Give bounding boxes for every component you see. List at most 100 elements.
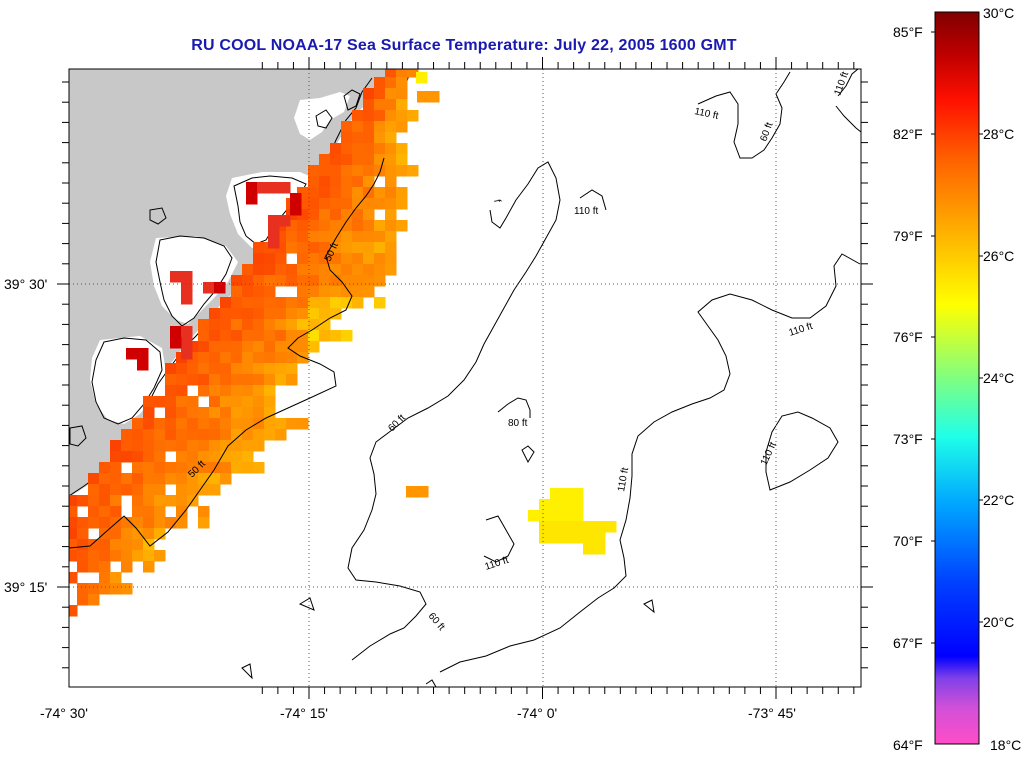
bay-outline-2 — [155, 235, 233, 327]
sst-pixel — [268, 215, 280, 227]
sst-pixel — [220, 418, 232, 430]
sst-pixel — [385, 154, 397, 166]
lon-label-74-0: -74° 0' — [517, 705, 557, 721]
sst-pixel — [275, 264, 287, 276]
sst-pixel — [187, 473, 199, 485]
sst-pixel — [99, 572, 111, 584]
sst-pixel — [231, 429, 243, 441]
sst-pixel — [330, 176, 342, 188]
colorbar-scale — [934, 11, 980, 745]
sst-pixel — [154, 495, 166, 507]
sst-pixel — [264, 418, 276, 430]
sst-pixel — [275, 352, 287, 364]
sst-pixel — [121, 583, 133, 595]
sst-pixel — [539, 499, 551, 511]
sst-pixel — [385, 143, 397, 155]
sst-pixel — [352, 209, 364, 221]
sst-pixel — [143, 407, 155, 419]
sst-pixel — [363, 253, 375, 265]
sst-pixel — [407, 69, 419, 78]
sst-pixel — [99, 550, 111, 562]
sst-pixel — [308, 209, 320, 221]
sst-pixel — [352, 253, 364, 265]
sst-pixel — [187, 484, 199, 496]
sst-pixel — [396, 198, 408, 210]
sst-pixel — [209, 352, 221, 364]
sst-pixel — [132, 539, 144, 551]
sst-pixel — [165, 517, 177, 529]
sst-pixel — [363, 198, 375, 210]
sst-pixel — [341, 275, 353, 287]
sst-pixel — [374, 88, 386, 100]
sst-pixel — [121, 550, 133, 562]
sst-pixel — [594, 532, 606, 544]
sst-pixel — [181, 293, 193, 305]
sst-pixel — [231, 363, 243, 375]
sst-pixel — [181, 326, 193, 338]
sst-pixel — [308, 187, 320, 199]
sst-pixel — [198, 473, 210, 485]
sst-pixel — [181, 271, 193, 283]
sst-pixel — [198, 506, 210, 518]
sst-pixel — [363, 264, 375, 276]
sst-pixel — [69, 572, 78, 584]
sst-pixel — [176, 396, 188, 408]
sst-pixel — [154, 484, 166, 496]
sst-pixel — [143, 462, 155, 474]
sst-pixel — [176, 462, 188, 474]
colorbar-celsius-labels: 30°C 28°C 26°C 24°C 22°C 20°C 18°C — [983, 5, 1021, 753]
colorbar-label-c: 22°C — [983, 492, 1014, 508]
sst-pixel — [198, 385, 210, 397]
sst-pixel — [290, 204, 302, 216]
sst-pixel — [253, 330, 265, 342]
sst-pixel — [209, 319, 221, 331]
sst-pixel — [242, 352, 254, 364]
sst-pixel — [246, 193, 258, 205]
sst-pixel — [363, 110, 375, 122]
sst-pixel — [341, 242, 353, 254]
sst-pixel — [69, 506, 78, 518]
sst-pixel — [99, 495, 111, 507]
sst-pixel — [308, 231, 320, 243]
sst-pixel — [286, 418, 298, 430]
sst-pixel — [550, 532, 562, 544]
sst-pixel — [231, 451, 243, 463]
lon-label-74-15: -74° 15' — [280, 705, 328, 721]
colorbar-label-f: 82°F — [893, 126, 923, 142]
sst-pixel — [209, 473, 221, 485]
sst-pixel — [407, 110, 419, 122]
sst-pixel — [374, 198, 386, 210]
sst-pixel — [385, 198, 397, 210]
contour-50ft-a — [69, 157, 385, 549]
sst-pixel — [143, 495, 155, 507]
sst-pixel — [154, 418, 166, 430]
sst-pixel — [297, 308, 309, 320]
sst-pixel — [319, 220, 331, 232]
sst-pixel — [253, 297, 265, 309]
sst-pixel — [396, 88, 408, 100]
sst-pixel — [264, 341, 276, 353]
sst-pixel — [396, 143, 408, 155]
sst-pixel — [330, 220, 342, 232]
sst-pixel — [363, 220, 375, 232]
contour-label: 110 ft — [693, 106, 719, 122]
sst-pixel — [264, 275, 276, 287]
sst-pixel — [220, 319, 232, 331]
sst-pixel — [132, 506, 144, 518]
sst-pixel — [165, 429, 177, 441]
sst-pixel — [297, 319, 309, 331]
sst-pixel — [374, 253, 386, 265]
sst-pixel — [319, 209, 331, 221]
sst-pixel — [374, 242, 386, 254]
sst-pixel — [319, 198, 331, 210]
sst-pixel — [176, 407, 188, 419]
sst-pixel — [165, 473, 177, 485]
sst-pixel — [550, 499, 562, 511]
sst-pixel — [583, 532, 595, 544]
sst-pixel — [275, 418, 287, 430]
sst-pixel — [99, 517, 111, 529]
sst-pixel — [330, 253, 342, 265]
sst-pixel — [407, 165, 419, 177]
contour-60ft-a — [347, 161, 561, 661]
sst-pixel — [319, 319, 331, 331]
